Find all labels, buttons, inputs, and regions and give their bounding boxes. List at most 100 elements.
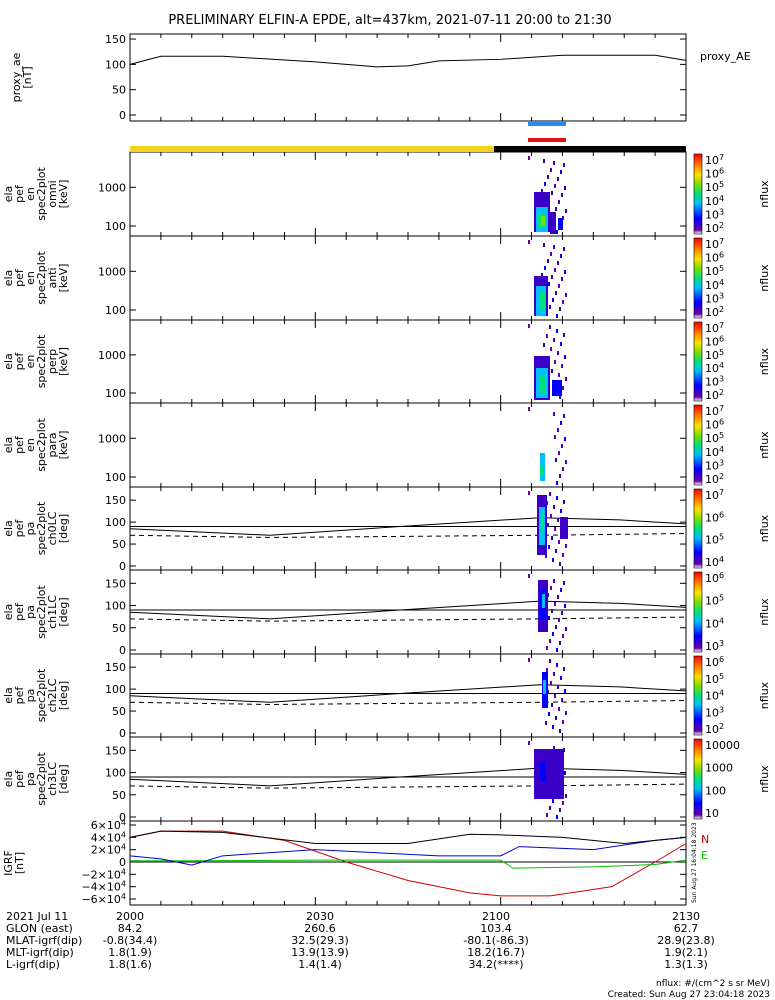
spectrogram-pixel xyxy=(554,268,556,272)
colorbar-tick-label: 105 xyxy=(705,672,724,686)
spectrogram-pixel xyxy=(549,806,551,810)
panel-proxy-ae: proxy_ae[nT] 0 50 100 150 proxy_AE xyxy=(10,33,751,122)
ytick-label: 1000 xyxy=(98,349,126,362)
footer-value: 260.6 xyxy=(304,922,336,935)
spectrogram-cell xyxy=(542,594,545,608)
colorbar-tick-label: 105 xyxy=(705,264,724,278)
anti-loss-cone-line xyxy=(129,783,687,789)
panel-frame xyxy=(129,151,687,237)
spectrogram-pixel xyxy=(552,799,554,803)
colorbar xyxy=(693,321,703,402)
spectrogram-pixel xyxy=(560,588,562,592)
colorbar-unit: nflux xyxy=(758,598,771,626)
spectrogram-pixel xyxy=(559,729,561,733)
spectrogram-cell xyxy=(550,212,556,234)
loss-cone-line xyxy=(129,517,687,536)
panel-frame xyxy=(129,569,687,655)
colorbar-unit: nflux xyxy=(758,347,771,375)
footer-value: 62.7 xyxy=(674,922,699,935)
colorbar-tick-label: 106 xyxy=(705,167,724,181)
footer-value: 18.2(16.7) xyxy=(467,946,525,959)
spectrogram-pixel xyxy=(550,586,552,590)
spectrogram-pixel xyxy=(563,581,565,585)
spectrogram-pixel xyxy=(546,668,548,672)
spectrogram-cell xyxy=(560,517,568,539)
spectrogram-pixel xyxy=(547,259,549,263)
spectrogram-pixel xyxy=(553,245,555,249)
footer-value: 28.9(23.8) xyxy=(657,934,715,947)
spectrogram-pixel xyxy=(528,741,530,745)
panel-ylabel: elapefpaspec2plotch0LC[deg] xyxy=(2,501,70,555)
spectrogram-pixel xyxy=(550,681,552,685)
spectrogram-pixel xyxy=(564,689,566,693)
spectrogram-pixel xyxy=(548,282,550,286)
spectrogram-pixel xyxy=(562,553,564,557)
colorbar-tick-label: 10000 xyxy=(705,739,740,752)
created-stamp: Created: Sun Aug 27 23:04:18 2023 xyxy=(608,990,770,1000)
colorbar-tick-label: 106 xyxy=(705,251,724,265)
spectrogram-pixel xyxy=(559,307,561,311)
spectrogram-pixel xyxy=(562,386,564,390)
ytick-label: 50 xyxy=(112,622,126,635)
footer-value: 1.9(2.1) xyxy=(664,946,708,959)
spectrogram-pixel xyxy=(553,412,555,416)
spectrogram-cell xyxy=(558,218,563,230)
spectrogram-pixel xyxy=(546,646,548,650)
unit-note: nflux: #/(cm^2 s sr MeV) xyxy=(656,979,770,989)
anti-loss-cone-line xyxy=(129,616,687,622)
ytick-label: 100 xyxy=(105,683,126,696)
ytick-label: 50 xyxy=(112,789,126,802)
spectrogram-pixel xyxy=(554,184,556,188)
ytick-label: −4×104 xyxy=(81,880,126,894)
spectrogram-cell xyxy=(543,680,546,694)
spectrogram-pixel xyxy=(560,170,562,174)
spectrogram-pixel xyxy=(558,200,560,204)
panel-frame xyxy=(129,820,687,906)
colorbar-tick-label: 107 xyxy=(705,237,724,251)
colorbar-tick-label: 107 xyxy=(705,488,724,502)
colorbar-tick-label: 103 xyxy=(705,375,724,389)
plot-title: PRELIMINARY ELFIN-A EPDE, alt=437km, 202… xyxy=(168,13,611,28)
colorbar-tick-label: 104 xyxy=(705,445,724,459)
spectrogram-pixel xyxy=(565,460,567,464)
panel-ylabel: elapefenspec2plotomni[keV] xyxy=(2,167,70,221)
colorbar xyxy=(693,655,703,736)
anti-loss-cone-line xyxy=(129,533,687,538)
spectrogram-pixel xyxy=(561,364,563,368)
spectrogram-pixel xyxy=(558,540,560,544)
footer-value: 2130 xyxy=(672,910,700,923)
ytick-label: 2×104 xyxy=(91,843,126,857)
colorbar-tick-label: 103 xyxy=(705,458,724,472)
spectrogram-pixel xyxy=(557,261,559,265)
footer-value: 2100 xyxy=(482,910,510,923)
spectrogram-pixel xyxy=(556,230,558,234)
panel-energy-spectrogram: elapefenspec2plotomni[keV]10010001071061… xyxy=(2,151,771,237)
spectrogram-pixel xyxy=(553,672,555,676)
colorbar-tick-label: 107 xyxy=(705,321,724,335)
colorbar-unit: nflux xyxy=(758,431,771,459)
colorbar-tick-label: 106 xyxy=(705,418,724,432)
colorbar-tick-label: 10 xyxy=(705,807,719,820)
spectrogram-pixel xyxy=(554,435,556,439)
spectrogram-pixel xyxy=(561,698,563,702)
spectrogram-pixel xyxy=(556,815,558,819)
spectrogram-pixel xyxy=(528,491,530,495)
spectrogram-pixel xyxy=(528,658,530,662)
spectrogram-pixel xyxy=(541,273,543,277)
footer-row-label: L-igrf(dip) xyxy=(6,958,60,971)
spectrogram-pixel xyxy=(550,252,552,256)
spectrogram-pixel xyxy=(549,325,551,329)
spectrogram-pixel xyxy=(555,716,557,720)
colorbar-tick-label: 102 xyxy=(705,305,724,319)
panel-frame xyxy=(129,736,687,822)
spectrogram-pixel xyxy=(528,407,530,411)
loss-cone-line xyxy=(129,767,687,787)
spectrogram-pixel xyxy=(565,711,567,715)
footer-value: 2030 xyxy=(306,910,334,923)
spectrogram-pixel xyxy=(559,562,561,566)
spectrogram-pixel xyxy=(558,618,560,622)
legend-e: E xyxy=(701,849,708,862)
spectrogram-pixel xyxy=(556,663,558,667)
colorbar-tick-label: 102 xyxy=(705,221,724,235)
spectrogram-pixel xyxy=(555,291,557,295)
